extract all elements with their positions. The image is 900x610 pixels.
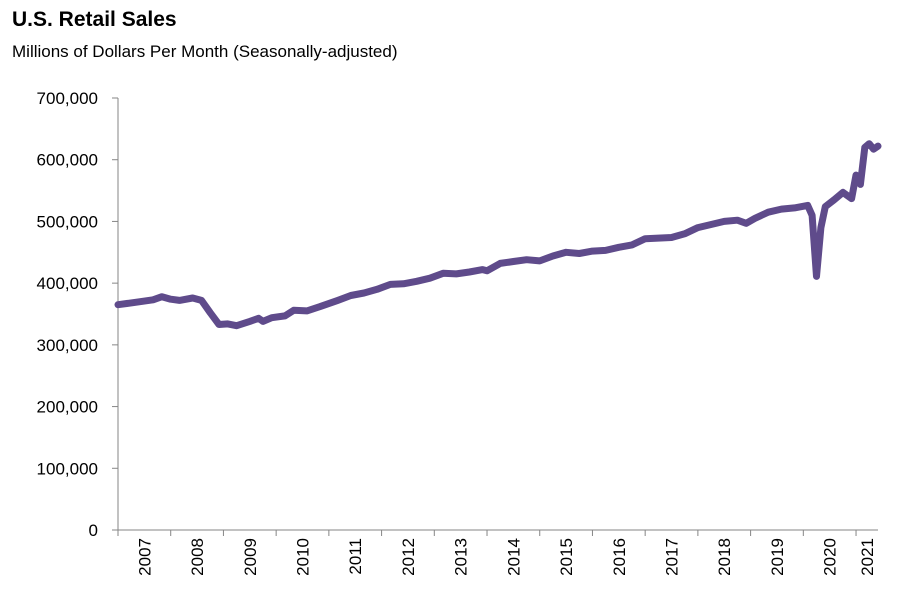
y-tick-label: 700,000 xyxy=(37,89,98,108)
x-tick-label: 2009 xyxy=(241,538,260,576)
chart-subtitle: Millions of Dollars Per Month (Seasonall… xyxy=(12,42,398,61)
x-tick-label: 2007 xyxy=(135,538,154,576)
chart-axes xyxy=(117,98,878,531)
x-axis-ticks: 2007 2008 2009 2010 2011 2012 2013 2014 2015 2016… xyxy=(117,530,877,576)
y-axis-ticks: 0 100,000 200,000 300,000 400,000 500,000 600,… xyxy=(37,89,118,540)
y-tick-label: 0 xyxy=(89,521,98,540)
y-tick-label: 400,000 xyxy=(37,274,98,293)
x-tick-label: 2019 xyxy=(768,538,787,576)
x-tick-label: 2013 xyxy=(452,538,471,576)
y-tick-label: 600,000 xyxy=(37,151,98,170)
x-tick-label: 2021 xyxy=(858,538,877,576)
x-tick-label: 2014 xyxy=(504,538,523,576)
x-tick-label: 2010 xyxy=(294,538,313,576)
x-tick-label: 2008 xyxy=(188,538,207,576)
y-tick-label: 500,000 xyxy=(37,212,98,231)
x-tick-label: 2016 xyxy=(610,538,629,576)
x-tick-label: 2015 xyxy=(557,538,576,576)
chart-title: U.S. Retail Sales xyxy=(12,8,177,31)
chart-series xyxy=(114,140,882,330)
y-tick-label: 200,000 xyxy=(37,398,98,417)
y-tick-label: 100,000 xyxy=(37,459,98,478)
y-tick-label: 300,000 xyxy=(37,336,98,355)
x-tick-label: 2011 xyxy=(346,538,365,575)
x-tick-label: 2020 xyxy=(821,538,840,576)
x-tick-label: 2012 xyxy=(399,538,418,576)
x-tick-label: 2017 xyxy=(663,538,682,576)
retail-sales-line xyxy=(114,140,882,330)
x-tick-label: 2018 xyxy=(715,538,734,576)
